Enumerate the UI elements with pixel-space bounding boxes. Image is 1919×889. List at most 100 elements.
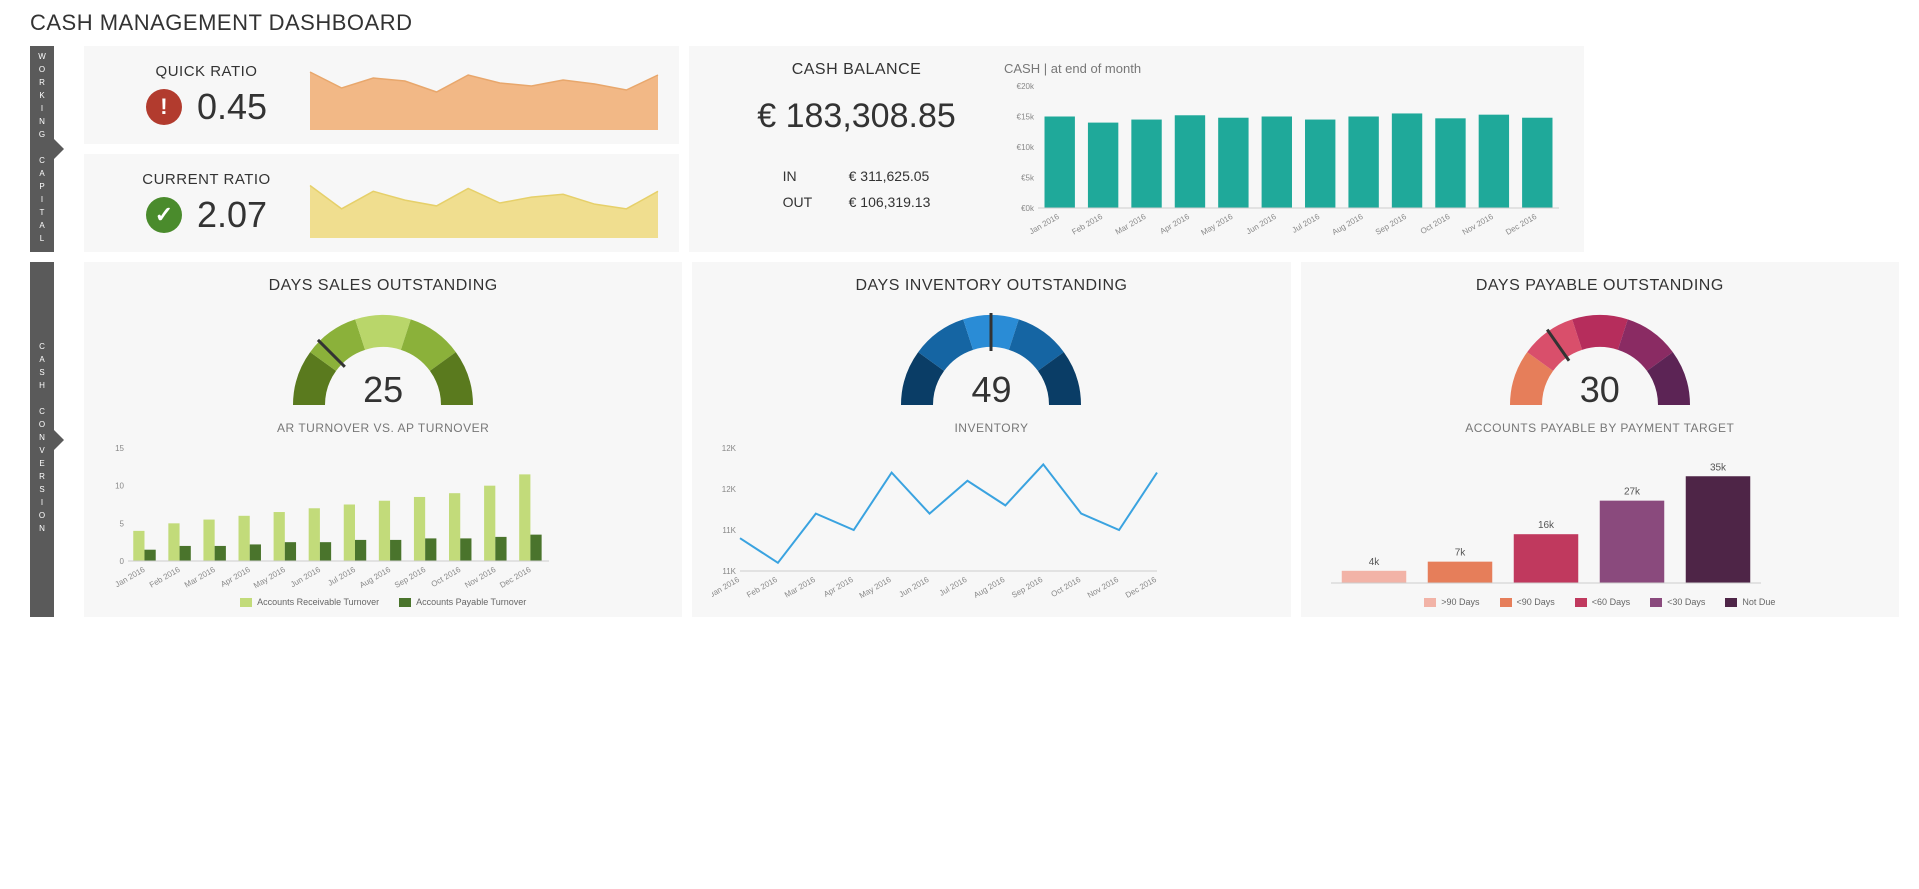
svg-text:Dec 2016: Dec 2016 <box>498 565 533 590</box>
svg-text:Sep 2016: Sep 2016 <box>1374 212 1409 236</box>
svg-text:May 2016: May 2016 <box>1199 212 1234 236</box>
svg-text:Dec 2016: Dec 2016 <box>1504 212 1539 236</box>
svg-text:€15k: €15k <box>1017 113 1035 122</box>
dso-value: 25 <box>363 369 403 411</box>
svg-text:Aug 2016: Aug 2016 <box>358 565 393 590</box>
quick-ratio-title: QUICK RATIO <box>156 63 258 80</box>
svg-text:Nov 2016: Nov 2016 <box>463 565 498 590</box>
svg-text:€10k: €10k <box>1017 143 1035 152</box>
check-icon: ✓ <box>146 197 182 233</box>
dso-title: DAYS SALES OUTSTANDING <box>269 277 498 295</box>
svg-text:Jul 2016: Jul 2016 <box>1291 212 1322 235</box>
dso-legend: Accounts Receivable Turnover Accounts Pay… <box>240 597 526 607</box>
quick-ratio-card: QUICK RATIO ! 0.45 <box>84 46 679 144</box>
quick-ratio-sparkline <box>309 60 659 130</box>
svg-text:Sep 2016: Sep 2016 <box>393 565 428 590</box>
svg-text:Feb 2016: Feb 2016 <box>745 575 779 600</box>
svg-text:11K: 11K <box>723 526 737 535</box>
svg-text:Oct 2016: Oct 2016 <box>1050 575 1083 599</box>
cash-in-label: IN <box>783 168 821 184</box>
legend-item: <30 Days <box>1650 597 1705 607</box>
svg-text:Feb 2016: Feb 2016 <box>148 565 182 590</box>
svg-text:May 2016: May 2016 <box>252 565 287 591</box>
svg-text:Jan 2016: Jan 2016 <box>114 565 147 590</box>
working-capital-tab[interactable]: WORKING CAPITAL <box>30 46 54 252</box>
svg-text:Apr 2016: Apr 2016 <box>1158 212 1191 236</box>
dio-sub-title: INVENTORY <box>954 421 1028 435</box>
cash-out-value: € 106,319.13 <box>849 194 931 210</box>
legend-item: Accounts Payable Turnover <box>399 597 526 607</box>
svg-text:Mar 2016: Mar 2016 <box>1114 212 1148 236</box>
current-ratio-sparkline <box>309 168 659 238</box>
svg-text:Jun 2016: Jun 2016 <box>898 575 931 600</box>
svg-text:Jul 2016: Jul 2016 <box>938 575 969 598</box>
svg-text:11K: 11K <box>723 567 737 576</box>
dpo-chart: 4k 7k 16k 27k 35k <box>1321 443 1879 593</box>
svg-text:0: 0 <box>120 557 125 566</box>
svg-text:Jun 2016: Jun 2016 <box>289 565 322 590</box>
svg-text:Jan 2016: Jan 2016 <box>712 575 741 600</box>
svg-text:12K: 12K <box>722 485 737 494</box>
svg-text:27k: 27k <box>1624 487 1641 498</box>
svg-text:May 2016: May 2016 <box>858 575 893 601</box>
dio-card: DAYS INVENTORY OUTSTANDING 49 INVENTORY … <box>692 262 1290 617</box>
dpo-value: 30 <box>1580 369 1620 411</box>
legend-item: Not Due <box>1725 597 1775 607</box>
dio-title: DAYS INVENTORY OUTSTANDING <box>855 277 1127 295</box>
dio-chart: 11K 11K 12K 12K Jan 2016Feb 2016Mar 2016Apr … <box>712 443 1270 607</box>
legend-item: <90 Days <box>1500 597 1555 607</box>
svg-text:16k: 16k <box>1538 520 1555 531</box>
svg-text:Aug 2016: Aug 2016 <box>973 575 1008 600</box>
legend-item: >90 Days <box>1424 597 1479 607</box>
svg-text:Dec 2016: Dec 2016 <box>1124 575 1159 600</box>
svg-text:Feb 2016: Feb 2016 <box>1070 212 1104 236</box>
current-ratio-card: CURRENT RATIO ✓ 2.07 <box>84 154 679 252</box>
svg-text:15: 15 <box>115 444 124 453</box>
svg-text:Sep 2016: Sep 2016 <box>1010 575 1045 600</box>
current-ratio-value: 2.07 <box>197 194 267 236</box>
svg-text:Oct 2016: Oct 2016 <box>1419 212 1452 236</box>
cash-out-label: OUT <box>783 194 821 210</box>
svg-text:Jul 2016: Jul 2016 <box>326 565 357 588</box>
dso-sub-title: AR TURNOVER VS. AP TURNOVER <box>277 421 489 435</box>
dpo-card: DAYS PAYABLE OUTSTANDING 30 ACCOUNTS PAY… <box>1301 262 1899 617</box>
svg-text:Jun 2016: Jun 2016 <box>1245 212 1278 236</box>
cash-balance-value: € 183,308.85 <box>757 97 956 136</box>
svg-text:Nov 2016: Nov 2016 <box>1086 575 1121 600</box>
cash-chart-title: CASH | at end of month <box>1004 61 1564 76</box>
svg-text:Jan 2016: Jan 2016 <box>1028 212 1061 236</box>
svg-text:4k: 4k <box>1368 557 1380 568</box>
dpo-title: DAYS PAYABLE OUTSTANDING <box>1476 277 1724 295</box>
current-ratio-title: CURRENT RATIO <box>142 171 270 188</box>
svg-text:Aug 2016: Aug 2016 <box>1330 212 1365 236</box>
dpo-sub-title: ACCOUNTS PAYABLE BY PAYMENT TARGET <box>1465 421 1734 435</box>
svg-text:€5k: €5k <box>1021 174 1035 183</box>
svg-text:35k: 35k <box>1710 462 1727 473</box>
legend-item: <60 Days <box>1575 597 1630 607</box>
legend-item: Accounts Receivable Turnover <box>240 597 379 607</box>
cash-balance-card: CASH BALANCE € 183,308.85 IN € 311,625.0… <box>689 46 1584 252</box>
dio-value: 49 <box>971 369 1011 411</box>
alert-icon: ! <box>146 89 182 125</box>
svg-text:5: 5 <box>120 519 125 528</box>
dashboard-title: CASH MANAGEMENT DASHBOARD <box>30 10 1899 36</box>
cash-balance-title: CASH BALANCE <box>792 61 922 79</box>
cash-in-value: € 311,625.05 <box>849 168 930 184</box>
cash-conversion-section: CASH CONVERSION DAYS SALES OUTSTANDING 2… <box>30 262 1899 617</box>
svg-text:Mar 2016: Mar 2016 <box>783 575 817 600</box>
svg-text:€0k: €0k <box>1021 204 1035 213</box>
svg-text:Apr 2016: Apr 2016 <box>822 575 855 599</box>
svg-text:7k: 7k <box>1454 548 1466 559</box>
svg-text:Nov 2016: Nov 2016 <box>1461 212 1496 236</box>
working-capital-section: WORKING CAPITAL QUICK RATIO ! 0.45 CURRE… <box>30 46 1899 252</box>
dso-chart: 0 5 10 15 Jan 2016Feb 2016Mar 2016Apr 2016Ma… <box>104 443 662 593</box>
svg-text:10: 10 <box>115 482 124 491</box>
dso-card: DAYS SALES OUTSTANDING 25 AR TURNOVER VS… <box>84 262 682 617</box>
svg-text:Apr 2016: Apr 2016 <box>219 565 252 589</box>
svg-text:12K: 12K <box>722 444 737 453</box>
cash-bar-chart: €0k €5k €10k €15k €20k Jan 2016 Feb 2016 Mar 20… <box>1004 81 1564 236</box>
svg-text:Mar 2016: Mar 2016 <box>183 565 217 590</box>
cash-conversion-tab[interactable]: CASH CONVERSION <box>30 262 54 617</box>
svg-text:€20k: €20k <box>1017 82 1035 91</box>
svg-text:Oct 2016: Oct 2016 <box>430 565 463 589</box>
